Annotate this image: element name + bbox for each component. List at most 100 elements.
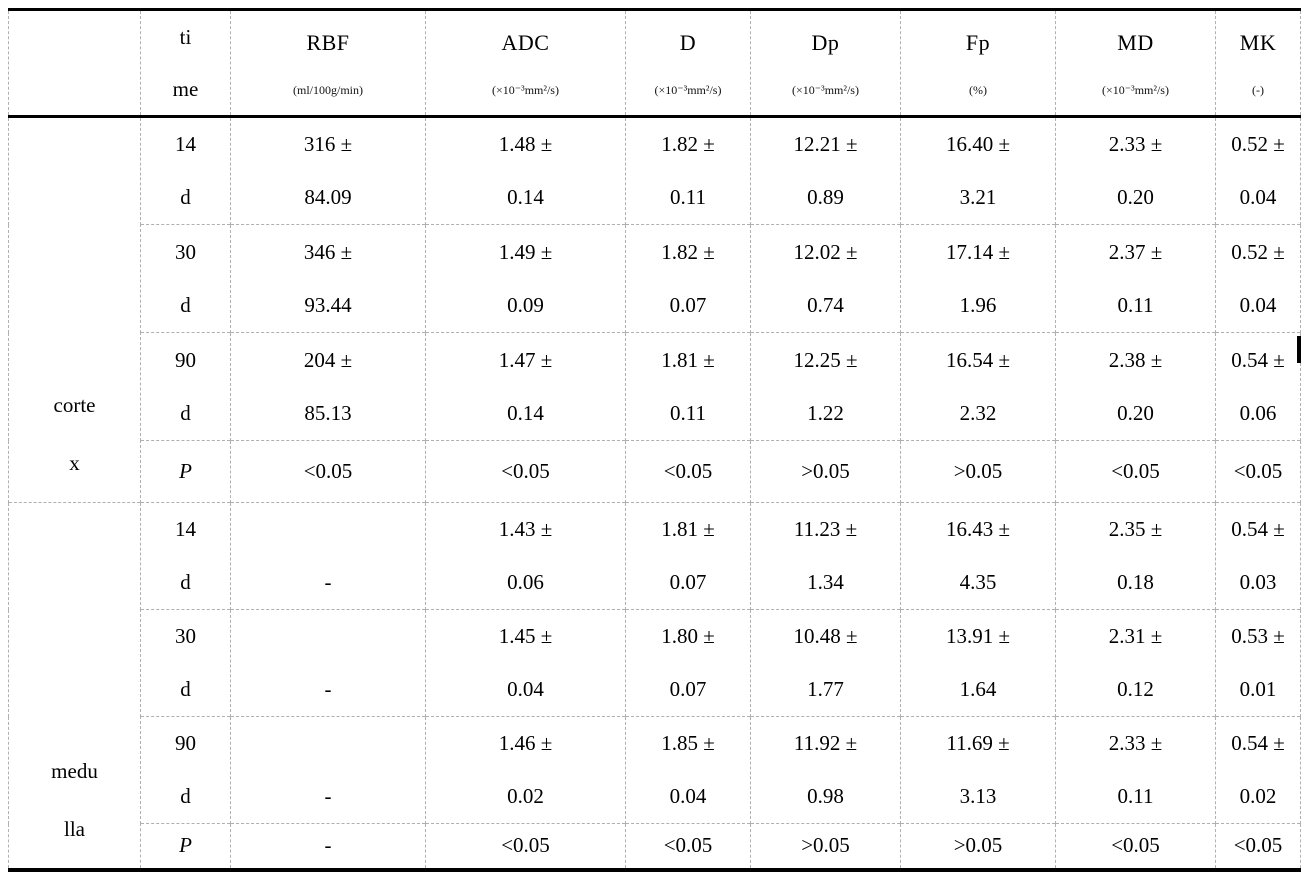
value-cell-md: 2.33 ± 0.20	[1055, 116, 1216, 225]
column-unit: (×10⁻³mm²/s)	[492, 83, 559, 97]
time-cell: 90 d	[140, 716, 231, 824]
p-value-cell-d: <0.05	[625, 823, 751, 870]
value-cell-adc: 1.49 ± 0.09	[425, 224, 626, 333]
value-line-1: 316 ±	[303, 132, 353, 156]
value-line-1: 1.82 ±	[661, 132, 715, 156]
value-line-2: 0.01	[1239, 677, 1277, 701]
value-line-2: 0.98	[807, 784, 844, 808]
region-line-2: lla	[64, 816, 85, 841]
value-line-2: 0.74	[807, 292, 844, 317]
column-name: RBF	[306, 30, 350, 55]
p-value: >0.05	[801, 459, 850, 483]
value-cell-rbf: -	[230, 502, 426, 610]
region-line-1: medu	[51, 758, 98, 783]
time-line-2: d	[180, 677, 191, 701]
column-name: D	[679, 30, 697, 55]
value-line-1: 17.14 ±	[945, 239, 1011, 264]
value-line-1: 1.43 ±	[498, 517, 553, 541]
value-line-1: 11.92 ±	[793, 731, 858, 755]
time-line-2: d	[180, 185, 191, 209]
column-name: MD	[1117, 30, 1154, 55]
value-line-1: 1.81 ±	[661, 517, 715, 541]
table-header-row: ti me RBF (ml/100g/min) ADC (×10⁻³mm²/s) D…	[8, 9, 1301, 118]
region-cell-cortex: corte x	[8, 116, 141, 503]
value-line-1: 13.91 ±	[945, 624, 1011, 648]
value-line-1: 11.69 ±	[946, 731, 1010, 755]
p-value-cell-md: <0.05	[1055, 823, 1216, 870]
value-line-1: 0.54 ±	[1231, 517, 1285, 541]
p-value: >0.05	[953, 833, 1003, 858]
value-cell-fp: 16.54 ± 2.32	[900, 332, 1056, 441]
value-line-2: 1.64	[959, 677, 997, 701]
value-line-1: 204 ±	[303, 347, 353, 372]
value-line-2: 0.18	[1117, 570, 1154, 594]
value-line-2: 0.11	[670, 185, 706, 209]
value-cell-fp: 11.69 ± 3.13	[900, 716, 1056, 824]
value-cell-rbf: 316 ± 84.09	[230, 116, 426, 225]
value-line-1: 1.49 ±	[498, 239, 553, 264]
p-value-cell-md: <0.05	[1055, 440, 1216, 503]
value-cell-dp: 11.23 ± 1.34	[750, 502, 901, 610]
header-cell-fp: Fp (%)	[900, 9, 1056, 118]
p-value: <0.05	[1233, 459, 1283, 483]
p-value: <0.05	[501, 833, 550, 858]
time-line-2: d	[180, 400, 191, 425]
value-line-1: 2.31 ±	[1108, 624, 1163, 648]
value-cell-md: 2.38 ± 0.20	[1055, 332, 1216, 441]
data-row-medulla-30d: 30 d - 1.45 ±0.04 1.80 ±0.07 10.48 ±1.77 …	[9, 609, 1301, 717]
value-line-2: 0.02	[1239, 784, 1277, 808]
column-name: Fp	[965, 30, 991, 55]
value-cell-d: 1.81 ± 0.11	[625, 332, 751, 441]
value-line-2: 93.44	[304, 292, 352, 317]
value-line-2: 0.04	[1239, 185, 1277, 209]
value-line-1: 2.33 ±	[1108, 731, 1163, 755]
value-cell-adc: 1.47 ± 0.14	[425, 332, 626, 441]
header-time-line-1: ti	[179, 25, 192, 49]
data-row-cortex-14d: corte x 14 d 316 ± 84.09 1.48 ± 0.14 1.82 ±…	[8, 116, 1301, 503]
column-name: ADC	[501, 30, 550, 55]
text-cursor-artifact	[1297, 336, 1301, 363]
value-line-1: 2.38 ±	[1108, 347, 1163, 372]
value-line-2: 84.09	[304, 185, 352, 209]
value-line-2: 0.14	[507, 400, 544, 425]
value-cell-d: 1.81 ± 0.07	[625, 502, 751, 610]
p-row-medulla: P - <0.05 <0.05 >0.05 >0.05 <0.05 <0.05	[9, 823, 1301, 870]
value-cell-rbf: 204 ± 85.13	[230, 332, 426, 441]
value-cell-dp: 11.92 ± 0.98	[750, 716, 901, 824]
header-cell-time: ti me	[140, 9, 231, 118]
value-line-1: 1.85 ±	[661, 731, 715, 755]
value-line-1: 1.81 ±	[661, 347, 715, 372]
value-line-1: 0.54 ±	[1231, 731, 1285, 755]
data-row-cortex-90d: 90 d 204 ± 85.13 1.47 ± 0.14 1.81 ± 0.11 12.…	[9, 332, 1301, 441]
p-value: <0.05	[663, 459, 713, 483]
value-cell-md: 2.37 ± 0.11	[1055, 224, 1216, 333]
value-line-2: 4.35	[959, 570, 997, 594]
header-time-line-2: me	[172, 77, 199, 101]
value-cell-dp: 10.48 ± 1.77	[750, 609, 901, 717]
value-line-2: 0.11	[1117, 292, 1154, 317]
value-cell-adc: 1.46 ± 0.02	[425, 716, 626, 824]
value-line-2: -	[324, 570, 332, 594]
p-row-cortex: P <0.05 <0.05 <0.05 >0.05 >0.05 <0.05 <0…	[9, 440, 1301, 503]
region-line-1: corte	[53, 393, 96, 417]
value-line-1: 346 ±	[303, 239, 353, 264]
value-cell-dp: 12.21 ± 0.89	[750, 116, 901, 225]
value-line-2: 0.89	[807, 185, 844, 209]
value-line-2: 1.22	[807, 400, 844, 425]
p-value: >0.05	[801, 833, 850, 858]
time-line-1: 30	[175, 239, 196, 264]
value-line-1: 16.40 ±	[945, 132, 1011, 156]
value-line-2: -	[324, 677, 332, 701]
header-cell-adc: ADC (×10⁻³mm²/s)	[425, 9, 626, 118]
p-value-cell-d: <0.05	[625, 440, 751, 503]
value-cell-fp: 16.40 ± 3.21	[900, 116, 1056, 225]
p-value: <0.05	[1233, 833, 1283, 858]
value-line-1: 1.46 ±	[498, 731, 553, 755]
value-cell-mk: 0.53 ± 0.01	[1215, 609, 1301, 717]
p-value-cell-fp: >0.05	[900, 440, 1056, 503]
value-line-2: 0.06	[507, 570, 544, 594]
value-cell-fp: 17.14 ± 1.96	[900, 224, 1056, 333]
value-line-1: 2.33 ±	[1108, 132, 1163, 156]
value-cell-mk: 0.54 ± 0.02	[1215, 716, 1301, 824]
